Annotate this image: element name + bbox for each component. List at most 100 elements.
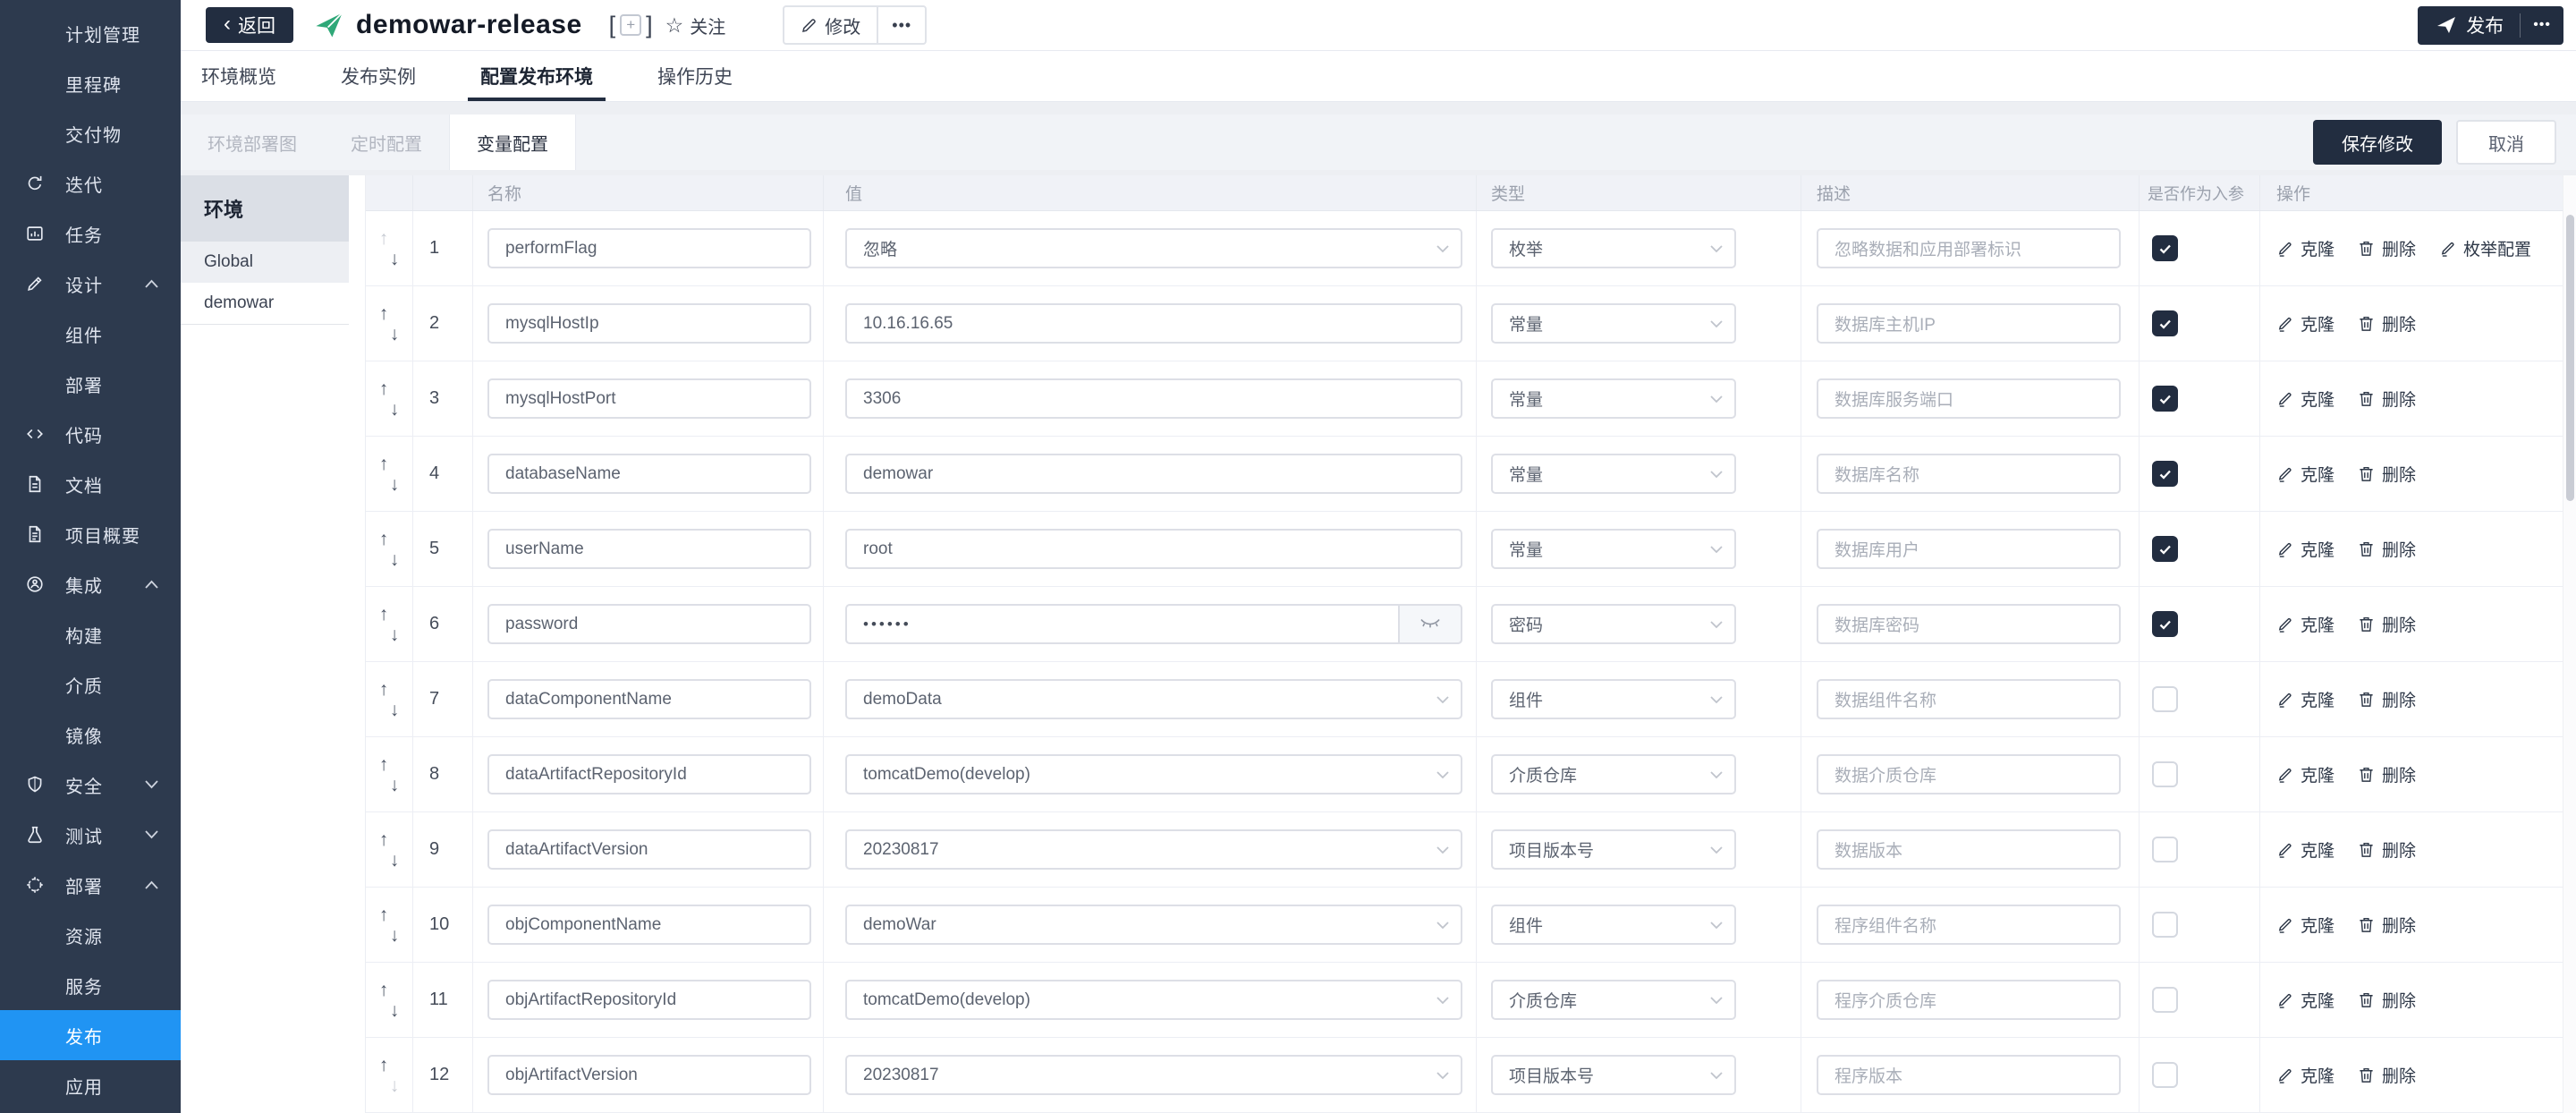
delete-button[interactable]: 删除 (2358, 837, 2416, 862)
tab-1[interactable]: 发布实例 (341, 67, 416, 88)
as-param-checkbox[interactable] (2152, 536, 2178, 562)
description-input[interactable]: 数据组件名称 (1817, 679, 2121, 719)
move-up-icon[interactable]: ↑ (378, 1054, 389, 1075)
clone-button[interactable]: 克隆 (2276, 236, 2334, 260)
as-param-checkbox[interactable] (2152, 1062, 2178, 1088)
subtab-2[interactable]: 变量配置 (449, 115, 576, 170)
move-up-icon[interactable]: ↑ (378, 302, 389, 324)
sidebar-item-sub-20[interactable]: 发布 (0, 1010, 181, 1060)
move-down-icon[interactable]: ↓ (389, 774, 400, 795)
sidebar-item-integration[interactable]: 集成 (0, 559, 181, 609)
name-input[interactable]: userName (487, 529, 811, 569)
move-down-icon[interactable]: ↓ (389, 398, 400, 420)
value-input[interactable]: 20230817 (845, 829, 1462, 870)
type-select[interactable]: 介质仓库 (1491, 754, 1736, 794)
sidebar-item-sub-6[interactable]: 组件 (0, 309, 181, 359)
description-input[interactable]: 数据库用户 (1817, 529, 2121, 569)
move-up-icon[interactable]: ↑ (378, 753, 389, 775)
as-param-checkbox[interactable] (2152, 310, 2178, 336)
type-select[interactable]: 枚举 (1491, 228, 1736, 268)
environment-item[interactable]: demowar (181, 283, 349, 324)
type-select[interactable]: 项目版本号 (1491, 829, 1736, 870)
type-select[interactable]: 项目版本号 (1491, 1055, 1736, 1095)
subtab-0[interactable]: 环境部署图 (208, 134, 297, 155)
move-up-icon[interactable]: ↑ (378, 528, 389, 549)
add-tag-button[interactable]: + (620, 14, 642, 36)
type-select[interactable]: 组件 (1491, 679, 1736, 719)
sidebar-item-sub-2[interactable]: 交付物 (0, 108, 181, 158)
sidebar-item-sub-21[interactable]: 应用 (0, 1060, 181, 1110)
move-up-icon[interactable]: ↑ (378, 378, 389, 399)
delete-button[interactable]: 删除 (2358, 1063, 2416, 1087)
delete-button[interactable]: 删除 (2358, 537, 2416, 561)
type-select[interactable]: 常量 (1491, 303, 1736, 344)
move-up-icon[interactable]: ↑ (378, 904, 389, 925)
name-input[interactable]: mysqlHostPort (487, 378, 811, 419)
delete-button[interactable]: 删除 (2358, 988, 2416, 1012)
clone-button[interactable]: 克隆 (2276, 1063, 2334, 1087)
save-changes-button[interactable]: 保存修改 (2313, 120, 2442, 165)
sidebar-item-deploy[interactable]: 部署 (0, 860, 181, 910)
as-param-checkbox[interactable] (2152, 837, 2178, 862)
publish-more-button[interactable]: ••• (2533, 17, 2551, 32)
description-input[interactable]: 数据库密码 (1817, 604, 2121, 644)
sidebar-item-sub-12[interactable]: 构建 (0, 609, 181, 659)
delete-button[interactable]: 删除 (2358, 462, 2416, 486)
description-input[interactable]: 程序介质仓库 (1817, 980, 2121, 1020)
description-input[interactable]: 数据库服务端口 (1817, 378, 2121, 419)
type-select[interactable]: 常量 (1491, 454, 1736, 494)
name-input[interactable]: mysqlHostIp (487, 303, 811, 344)
move-up-icon[interactable]: ↑ (378, 227, 389, 249)
follow-button[interactable]: ☆ 关注 (665, 13, 726, 38)
clone-button[interactable]: 克隆 (2276, 913, 2334, 937)
value-input[interactable]: root (845, 529, 1462, 569)
clone-button[interactable]: 克隆 (2276, 837, 2334, 862)
clone-button[interactable]: 克隆 (2276, 537, 2334, 561)
name-input[interactable]: dataArtifactRepositoryId (487, 754, 811, 794)
type-select[interactable]: 组件 (1491, 905, 1736, 945)
value-input[interactable]: demoData (845, 679, 1462, 719)
move-up-icon[interactable]: ↑ (378, 979, 389, 1000)
sidebar-item-iteration[interactable]: 迭代 (0, 158, 181, 208)
sidebar-item-sub-7[interactable]: 部署 (0, 359, 181, 409)
sidebar-item-security[interactable]: 安全 (0, 760, 181, 810)
type-select[interactable]: 常量 (1491, 378, 1736, 419)
move-up-icon[interactable]: ↑ (378, 828, 389, 850)
move-down-icon[interactable]: ↓ (389, 548, 400, 570)
clone-button[interactable]: 克隆 (2276, 612, 2334, 636)
delete-button[interactable]: 删除 (2358, 311, 2416, 336)
value-input[interactable]: tomcatDemo(develop) (845, 754, 1462, 794)
cancel-button[interactable]: 取消 (2456, 120, 2556, 165)
sidebar-item-sub-18[interactable]: 资源 (0, 910, 181, 960)
move-up-icon[interactable]: ↑ (378, 453, 389, 474)
clone-button[interactable]: 克隆 (2276, 387, 2334, 411)
vertical-scrollbar[interactable] (2563, 175, 2576, 1113)
delete-button[interactable]: 删除 (2358, 612, 2416, 636)
name-input[interactable]: objArtifactVersion (487, 1055, 811, 1095)
as-param-checkbox[interactable] (2152, 235, 2178, 261)
move-down-icon[interactable]: ↓ (389, 924, 400, 946)
sidebar-item-test[interactable]: 测试 (0, 810, 181, 860)
description-input[interactable]: 数据库主机IP (1817, 303, 2121, 344)
name-input[interactable]: dataComponentName (487, 679, 811, 719)
enum-config-button[interactable]: 枚举配置 (2439, 236, 2531, 260)
move-down-icon[interactable]: ↓ (389, 473, 400, 495)
value-input[interactable]: 忽略 (845, 228, 1462, 268)
move-up-icon[interactable]: ↑ (378, 678, 389, 700)
value-input[interactable]: •••••• (845, 604, 1462, 644)
clone-button[interactable]: 克隆 (2276, 762, 2334, 786)
value-input[interactable]: 3306 (845, 378, 1462, 419)
tab-0[interactable]: 环境概览 (201, 67, 276, 88)
description-input[interactable]: 忽略数据和应用部署标识 (1817, 228, 2121, 268)
sidebar-item-sub-0[interactable]: 计划管理 (0, 8, 181, 58)
delete-button[interactable]: 删除 (2358, 687, 2416, 711)
subtab-1[interactable]: 定时配置 (351, 134, 422, 155)
move-down-icon[interactable]: ↓ (389, 248, 400, 269)
sidebar-item-sub-14[interactable]: 镜像 (0, 709, 181, 760)
move-down-icon[interactable]: ↓ (389, 999, 400, 1021)
delete-button[interactable]: 删除 (2358, 762, 2416, 786)
back-button[interactable]: ‹ 返回 (206, 7, 293, 43)
tab-2[interactable]: 配置发布环境 (468, 51, 606, 101)
eye-closed-icon[interactable] (1398, 604, 1462, 644)
tab-3[interactable]: 操作历史 (657, 67, 733, 88)
